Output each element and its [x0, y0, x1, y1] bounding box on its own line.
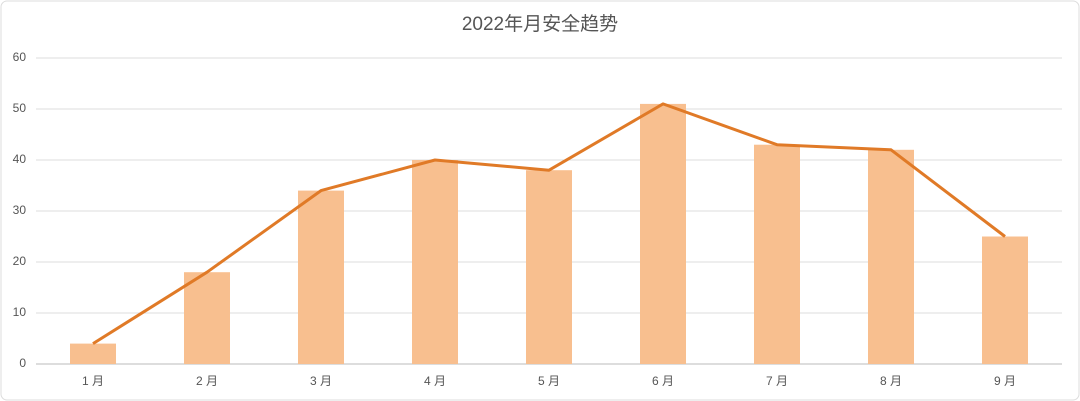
- y-tick-label: 50: [13, 101, 27, 115]
- y-tick-label: 60: [13, 50, 27, 64]
- bar: [754, 144, 800, 364]
- bar: [70, 343, 116, 364]
- bar: [412, 160, 458, 364]
- y-tick-label: 30: [13, 203, 27, 217]
- x-tick-label: 8 月: [880, 374, 902, 388]
- line: [92, 102, 1006, 345]
- bar: [640, 103, 686, 365]
- x-tick-label: 1 月: [82, 374, 104, 388]
- bar: [184, 272, 230, 364]
- x-tick-label: 2 月: [196, 374, 218, 388]
- x-tick-label: 4 月: [424, 374, 446, 388]
- bar: [526, 170, 572, 364]
- y-tick-label: 20: [13, 254, 27, 268]
- y-tick-label: 10: [13, 305, 27, 319]
- y-tick-label: 40: [13, 152, 27, 166]
- y-tick-label: 0: [19, 356, 26, 370]
- x-tick-label: 9 月: [994, 374, 1016, 388]
- x-tick-label: 6 月: [652, 374, 674, 388]
- bar: [298, 190, 344, 364]
- x-tick-label: 3 月: [310, 374, 332, 388]
- chart-title: 2022年月安全趋势: [462, 13, 618, 35]
- x-tick-label: 7 月: [766, 374, 788, 388]
- x-tick-label: 5 月: [538, 374, 560, 388]
- bar: [982, 236, 1028, 364]
- bar: [868, 149, 914, 364]
